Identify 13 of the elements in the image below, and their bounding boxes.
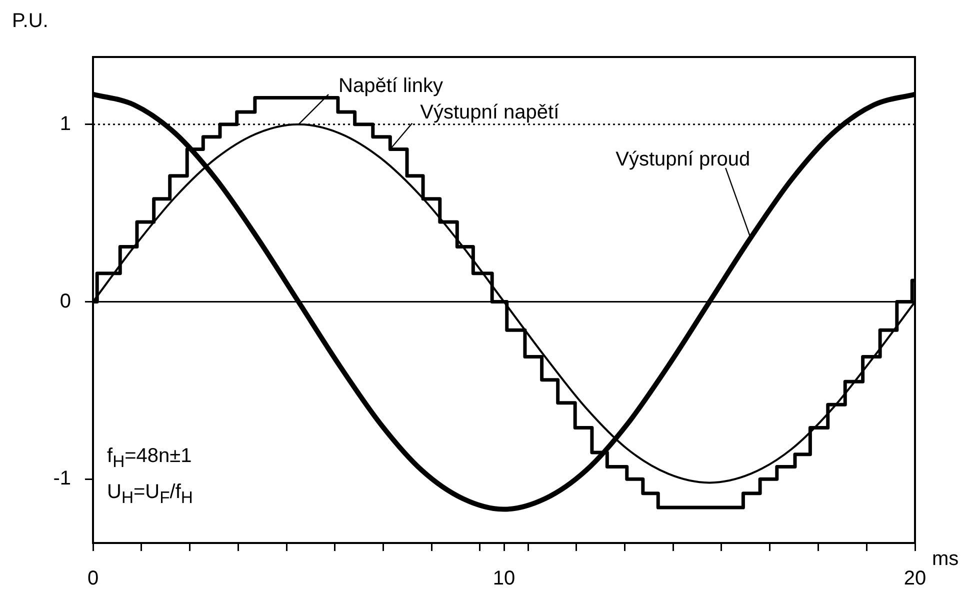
series-label: Napětí linky — [338, 74, 443, 97]
y-axis-title: P.U. — [12, 10, 48, 33]
series-label: Výstupní proud — [616, 148, 750, 170]
y-tick-label: 0 — [60, 290, 71, 312]
x-axis-title: ms — [932, 548, 959, 571]
x-tick-label: 10 — [492, 568, 516, 590]
x-tick-label: 0 — [87, 568, 99, 590]
x-tick-label: 20 — [904, 568, 926, 590]
series-label: Výstupní napětí — [420, 102, 560, 124]
annotation: f$_{H}$=48n±1 — [107, 445, 192, 472]
annotation: U$_{H}$=U$_{F}$/f$_{H}$ — [107, 481, 193, 508]
y-tick-label: 1 — [60, 112, 71, 135]
y-tick-label: -1 — [53, 468, 71, 490]
